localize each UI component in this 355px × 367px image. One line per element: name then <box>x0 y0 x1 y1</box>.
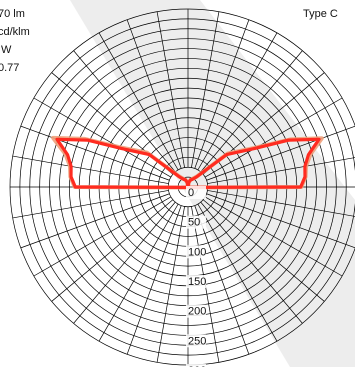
grid-spoke <box>191 11 220 168</box>
grid-spoke <box>73 50 176 173</box>
grid-spoke <box>204 196 343 277</box>
grid-spoke <box>197 32 278 171</box>
radial-tick-0: 0 <box>188 187 194 199</box>
tick-label-bg <box>186 334 206 348</box>
tick-label-bg <box>186 186 206 199</box>
radial-tick-labels: 0 50 100 150 200 250 300 <box>186 186 206 367</box>
grid-spoke <box>98 203 179 342</box>
grid-spoke <box>73 201 176 324</box>
info-line-4: 0.77 <box>0 62 19 74</box>
grid-spoke <box>200 50 303 173</box>
grid-spoke <box>12 190 169 219</box>
grid-spoke <box>202 199 325 302</box>
tick-label-bg <box>186 215 206 229</box>
grid-spoke <box>197 203 278 342</box>
grid-spoke <box>207 157 355 184</box>
info-line-3: W <box>0 44 12 56</box>
info-line-1: 70 lm <box>0 8 25 20</box>
radial-tick-150: 150 <box>188 276 206 288</box>
radial-tick-50: 50 <box>188 217 200 229</box>
watermark-stripe <box>70 0 355 367</box>
grid-spoke <box>156 206 185 363</box>
grid-spoke <box>200 201 303 324</box>
info-line-2: cd/klm <box>0 26 30 38</box>
radial-tick-250: 250 <box>188 335 206 347</box>
tick-label-bg <box>186 275 206 288</box>
grid-spoke <box>126 205 182 355</box>
radial-tick-200: 200 <box>188 306 206 318</box>
grid-spoke <box>33 196 172 277</box>
tick-label-bg <box>186 364 206 367</box>
radial-tick-300: 300 <box>188 365 206 367</box>
grid-spoke <box>156 11 185 168</box>
grid-spoke <box>33 97 172 178</box>
type-label: Type C <box>303 8 338 20</box>
grid-spoke <box>206 125 355 181</box>
grid-spoke <box>98 32 179 171</box>
grid-spoke <box>206 193 355 249</box>
grid-spoke <box>204 97 343 178</box>
grid-spoke <box>207 190 355 217</box>
watermark <box>70 0 355 367</box>
tick-label-bg <box>186 304 206 318</box>
tick-label-bg <box>186 245 206 259</box>
grid-spoke <box>194 205 250 355</box>
grid-spoke <box>20 125 170 181</box>
grid-spoke <box>51 199 174 302</box>
grid-spoke <box>12 155 169 184</box>
radial-tick-100: 100 <box>188 246 206 258</box>
grid-spoke <box>126 19 182 169</box>
grid-spoke <box>20 193 170 249</box>
grid-spoke <box>194 19 250 169</box>
